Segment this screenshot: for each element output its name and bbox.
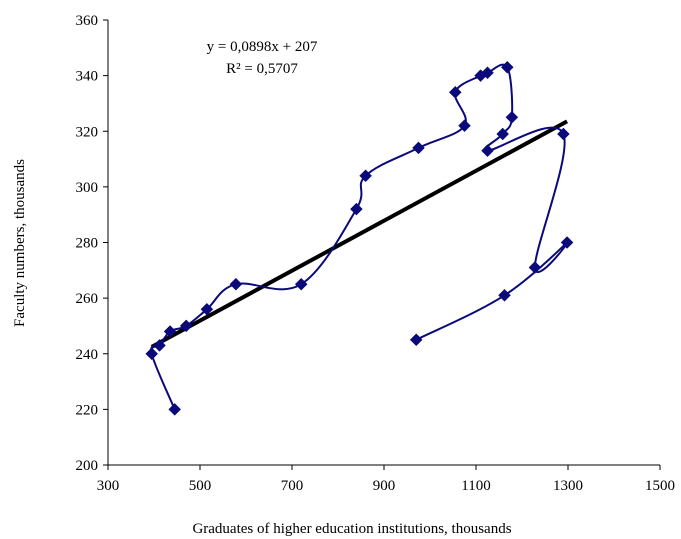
data-point — [500, 60, 514, 74]
y-tick-label: 220 — [76, 402, 99, 418]
trendline-equation: y = 0,0898x + 207 — [207, 39, 318, 55]
series-group — [145, 60, 574, 416]
x-axis-label: Graduates of higher education institutio… — [192, 521, 511, 537]
data-point — [409, 333, 423, 347]
data-point — [481, 66, 494, 80]
x-tick-label: 700 — [281, 478, 304, 494]
data-point — [294, 277, 308, 291]
data-point — [557, 127, 570, 141]
data-point — [481, 144, 494, 158]
data-point — [496, 127, 510, 141]
y-tick-label: 360 — [76, 13, 99, 29]
data-point — [505, 110, 519, 124]
y-ticks: 200 220 240 260 280 300 320 340 360 — [76, 13, 108, 474]
x-tick-label: 300 — [97, 478, 120, 494]
x-tick-label: 1300 — [553, 478, 583, 494]
y-tick-label: 260 — [76, 291, 99, 307]
y-axis-label: Faculty numbers, thousands — [12, 159, 28, 327]
data-point — [163, 325, 177, 338]
data-point — [498, 288, 511, 302]
series-line — [150, 63, 569, 410]
y-tick-label: 280 — [76, 236, 99, 252]
data-point — [145, 347, 159, 361]
data-point — [458, 119, 471, 133]
y-tick-label: 340 — [76, 69, 99, 85]
data-point — [412, 141, 425, 155]
trendline-group — [150, 119, 569, 349]
x-tick-label: 900 — [373, 478, 396, 494]
y-tick-label: 200 — [76, 458, 99, 474]
data-point — [560, 236, 574, 249]
y-tick-label: 320 — [76, 124, 99, 140]
axes — [107, 20, 660, 466]
y-tick-label: 240 — [76, 347, 99, 363]
x-ticks: 300 500 700 900 1100 1300 1500 — [97, 465, 675, 494]
trendline — [150, 119, 569, 349]
data-point — [448, 85, 462, 99]
data-point — [350, 202, 363, 216]
y-tick-label: 300 — [76, 180, 99, 196]
data-point — [229, 277, 243, 291]
trendline-r2: R² = 0,5707 — [226, 61, 298, 77]
x-tick-label: 1100 — [461, 478, 490, 494]
data-point — [359, 169, 372, 183]
data-point — [200, 302, 214, 316]
data-point — [168, 403, 182, 416]
x-tick-label: 1500 — [645, 478, 675, 494]
data-point — [179, 319, 193, 333]
data-point — [153, 339, 166, 352]
x-tick-label: 500 — [189, 478, 212, 494]
data-point — [528, 261, 542, 274]
